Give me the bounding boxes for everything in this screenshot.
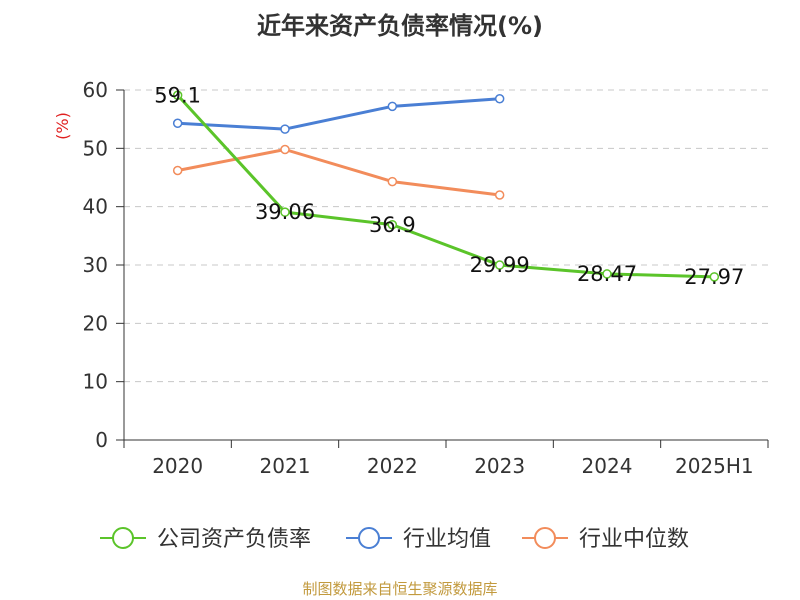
x-tick-label: 2020	[152, 454, 203, 478]
y-axis-label: (%)	[53, 112, 72, 140]
y-tick-label: 50	[83, 136, 108, 160]
data-point	[602, 269, 612, 279]
x-tick-label: 2024	[582, 454, 633, 478]
data-point	[172, 118, 183, 128]
data-label: 27.97	[684, 265, 744, 289]
legend-swatch-marker	[534, 527, 556, 549]
data-label: 59.1	[154, 83, 201, 107]
data-point	[494, 260, 505, 270]
legend-label: 公司资产负债率	[157, 527, 311, 552]
x-tick-label: 2021	[260, 454, 311, 478]
x-tick-label: 2022	[367, 454, 418, 478]
series-line	[177, 97, 500, 131]
legend-swatch-marker	[112, 527, 134, 549]
data-point	[172, 165, 183, 176]
series-line	[176, 94, 715, 279]
data-point	[280, 144, 290, 155]
legend-label: 行业均值	[403, 527, 491, 552]
y-tick-label: 20	[83, 311, 108, 335]
data-point	[494, 190, 505, 200]
data-label: 29.99	[470, 253, 530, 277]
data-point	[387, 176, 398, 187]
series-line	[177, 148, 500, 197]
x-tick-label: 2023	[474, 454, 525, 478]
chart-title: 近年来资产负债率情况(%)	[257, 12, 543, 40]
source-footer: 制图数据来自恒生聚源数据库	[302, 580, 498, 598]
data-point	[387, 101, 398, 112]
data-point	[280, 207, 290, 217]
data-label: 28.47	[577, 262, 637, 286]
x-tick-label: 2025H1	[675, 454, 754, 478]
data-point	[709, 272, 720, 282]
y-tick-label: 0	[95, 428, 108, 452]
y-tick-label: 30	[83, 253, 108, 277]
y-tick-label: 60	[83, 78, 108, 102]
legend-label: 行业中位数	[579, 527, 689, 552]
data-point	[280, 124, 290, 134]
data-label: 39.06	[255, 200, 315, 224]
data-point	[387, 220, 398, 230]
data-point	[494, 94, 505, 104]
y-tick-label: 40	[83, 195, 108, 219]
data-label: 36.9	[369, 213, 416, 237]
y-tick-label: 10	[83, 370, 108, 394]
legend-swatch-marker	[358, 527, 380, 549]
data-point	[172, 90, 183, 100]
